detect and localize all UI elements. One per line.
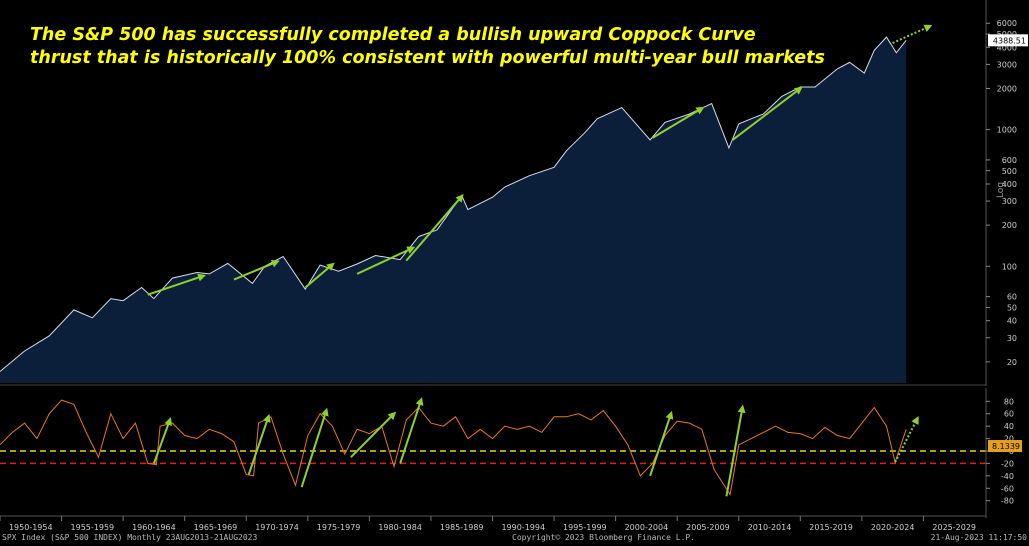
price-tick-label: 40 (1007, 317, 1017, 326)
x-tick-label: 1975-1979 (317, 523, 361, 532)
x-tick-label: 1980-1984 (378, 523, 422, 532)
coppock-tick-label: -60 (1001, 484, 1014, 493)
coppock-thrust-arrow (649, 410, 674, 477)
x-axis: 1950-1954 1955-1959 1960-1964 1965-1969 1970… (0, 515, 986, 532)
coppock-thrust-arrow (350, 411, 397, 458)
price-trend-arrow (731, 86, 803, 141)
headline: The S&P 500 has successfully completed a… (30, 24, 830, 70)
price-tick-label: 20 (1007, 358, 1017, 367)
price-trend-arrow (652, 106, 705, 139)
coppock-tick-label: -80 (1001, 497, 1014, 506)
price-tick-label: 3000 (997, 60, 1017, 69)
coppock-tick-label: 20 (1004, 435, 1014, 444)
price-tick-label: 4000 (997, 43, 1017, 52)
coppock-tick-label: 40 (1004, 422, 1014, 431)
price-tick-label: 500 (1002, 167, 1017, 176)
x-tick-label: 2005-2009 (686, 523, 730, 532)
x-tick-label: 2020-2024 (871, 523, 915, 532)
price-tick-label: 200 (1002, 221, 1017, 230)
coppock-line (0, 399, 907, 496)
price-trend-arrow (147, 273, 206, 296)
x-tick-label: 1955-1959 (71, 523, 115, 532)
price-last-value: 4388.51 (993, 36, 1026, 45)
x-tick-label: 2000-2004 (625, 523, 669, 532)
price-tick-label: 600 (1002, 156, 1017, 165)
coppock-thrust-arrow (894, 416, 919, 463)
coppock-thrust-arrow (247, 414, 271, 475)
footer-right: 21-Aug-2023 11:17:50 (930, 533, 1027, 542)
x-tick-label: 1960-1964 (132, 523, 176, 532)
coppock-last-value: 8.1339 (992, 442, 1020, 451)
coppock-thrust-arrow (152, 417, 172, 464)
x-tick-label: 1990-1994 (501, 523, 545, 532)
x-tick-label: 1950-1954 (9, 523, 53, 532)
coppock-tick-label: -20 (1001, 459, 1014, 468)
headline-line-1: The S&P 500 has successfully completed a… (30, 25, 756, 45)
price-tick-label: 50 (1007, 303, 1017, 312)
price-trend-arrow (356, 246, 416, 275)
price-trend-arrow (892, 24, 933, 44)
coppock-tick-label: 80 (1004, 397, 1014, 406)
price-area-fill (0, 37, 907, 383)
footer-center: Copyright© 2023 Bloomberg Finance L.P. (512, 533, 696, 542)
price-tick-label: 30 (1007, 334, 1017, 343)
price-trend-arrow (233, 259, 280, 281)
coppock-tick-label: 60 (1004, 410, 1014, 419)
coppock-panel: -80-60-40-200204060808.1339 (0, 388, 1022, 518)
price-tick-label: 60 (1007, 293, 1017, 302)
price-tick-label: 100 (1002, 262, 1017, 271)
x-tick-label: 2025-2029 (932, 523, 976, 532)
price-last-badge (988, 34, 1028, 47)
price-tick-label: 6000 (997, 19, 1017, 28)
x-tick-label: 1970-1974 (255, 523, 299, 532)
x-tick-label: 2010-2014 (748, 523, 792, 532)
headline-line-2: thrust that is historically 100% consist… (30, 48, 825, 68)
price-trend-arrow (304, 262, 335, 289)
price-tick-label: 300 (1002, 197, 1017, 206)
x-tick-label: 1985-1989 (440, 523, 484, 532)
price-trend-arrow (405, 194, 464, 262)
coppock-thrust-arrow (399, 397, 424, 464)
footer-left: SPX Index (S&P 500 INDEX) Monthly 23AUG2… (2, 533, 258, 542)
price-line (0, 36, 907, 372)
x-tick-label: 1995-1999 (563, 523, 607, 532)
price-tick-label: 400 (1002, 180, 1017, 189)
log-axis-label: Log (996, 182, 1006, 198)
price-tick-label: 1000 (997, 126, 1017, 135)
coppock-thrust-arrow (300, 407, 329, 488)
coppock-last-badge (988, 440, 1022, 453)
x-tick-label: 1965-1969 (194, 523, 238, 532)
coppock-tick-label: -40 (1001, 472, 1014, 481)
x-tick-label: 2015-2019 (809, 523, 853, 532)
coppock-thrust-arrow (725, 404, 746, 497)
price-tick-label: 2000 (997, 84, 1017, 93)
